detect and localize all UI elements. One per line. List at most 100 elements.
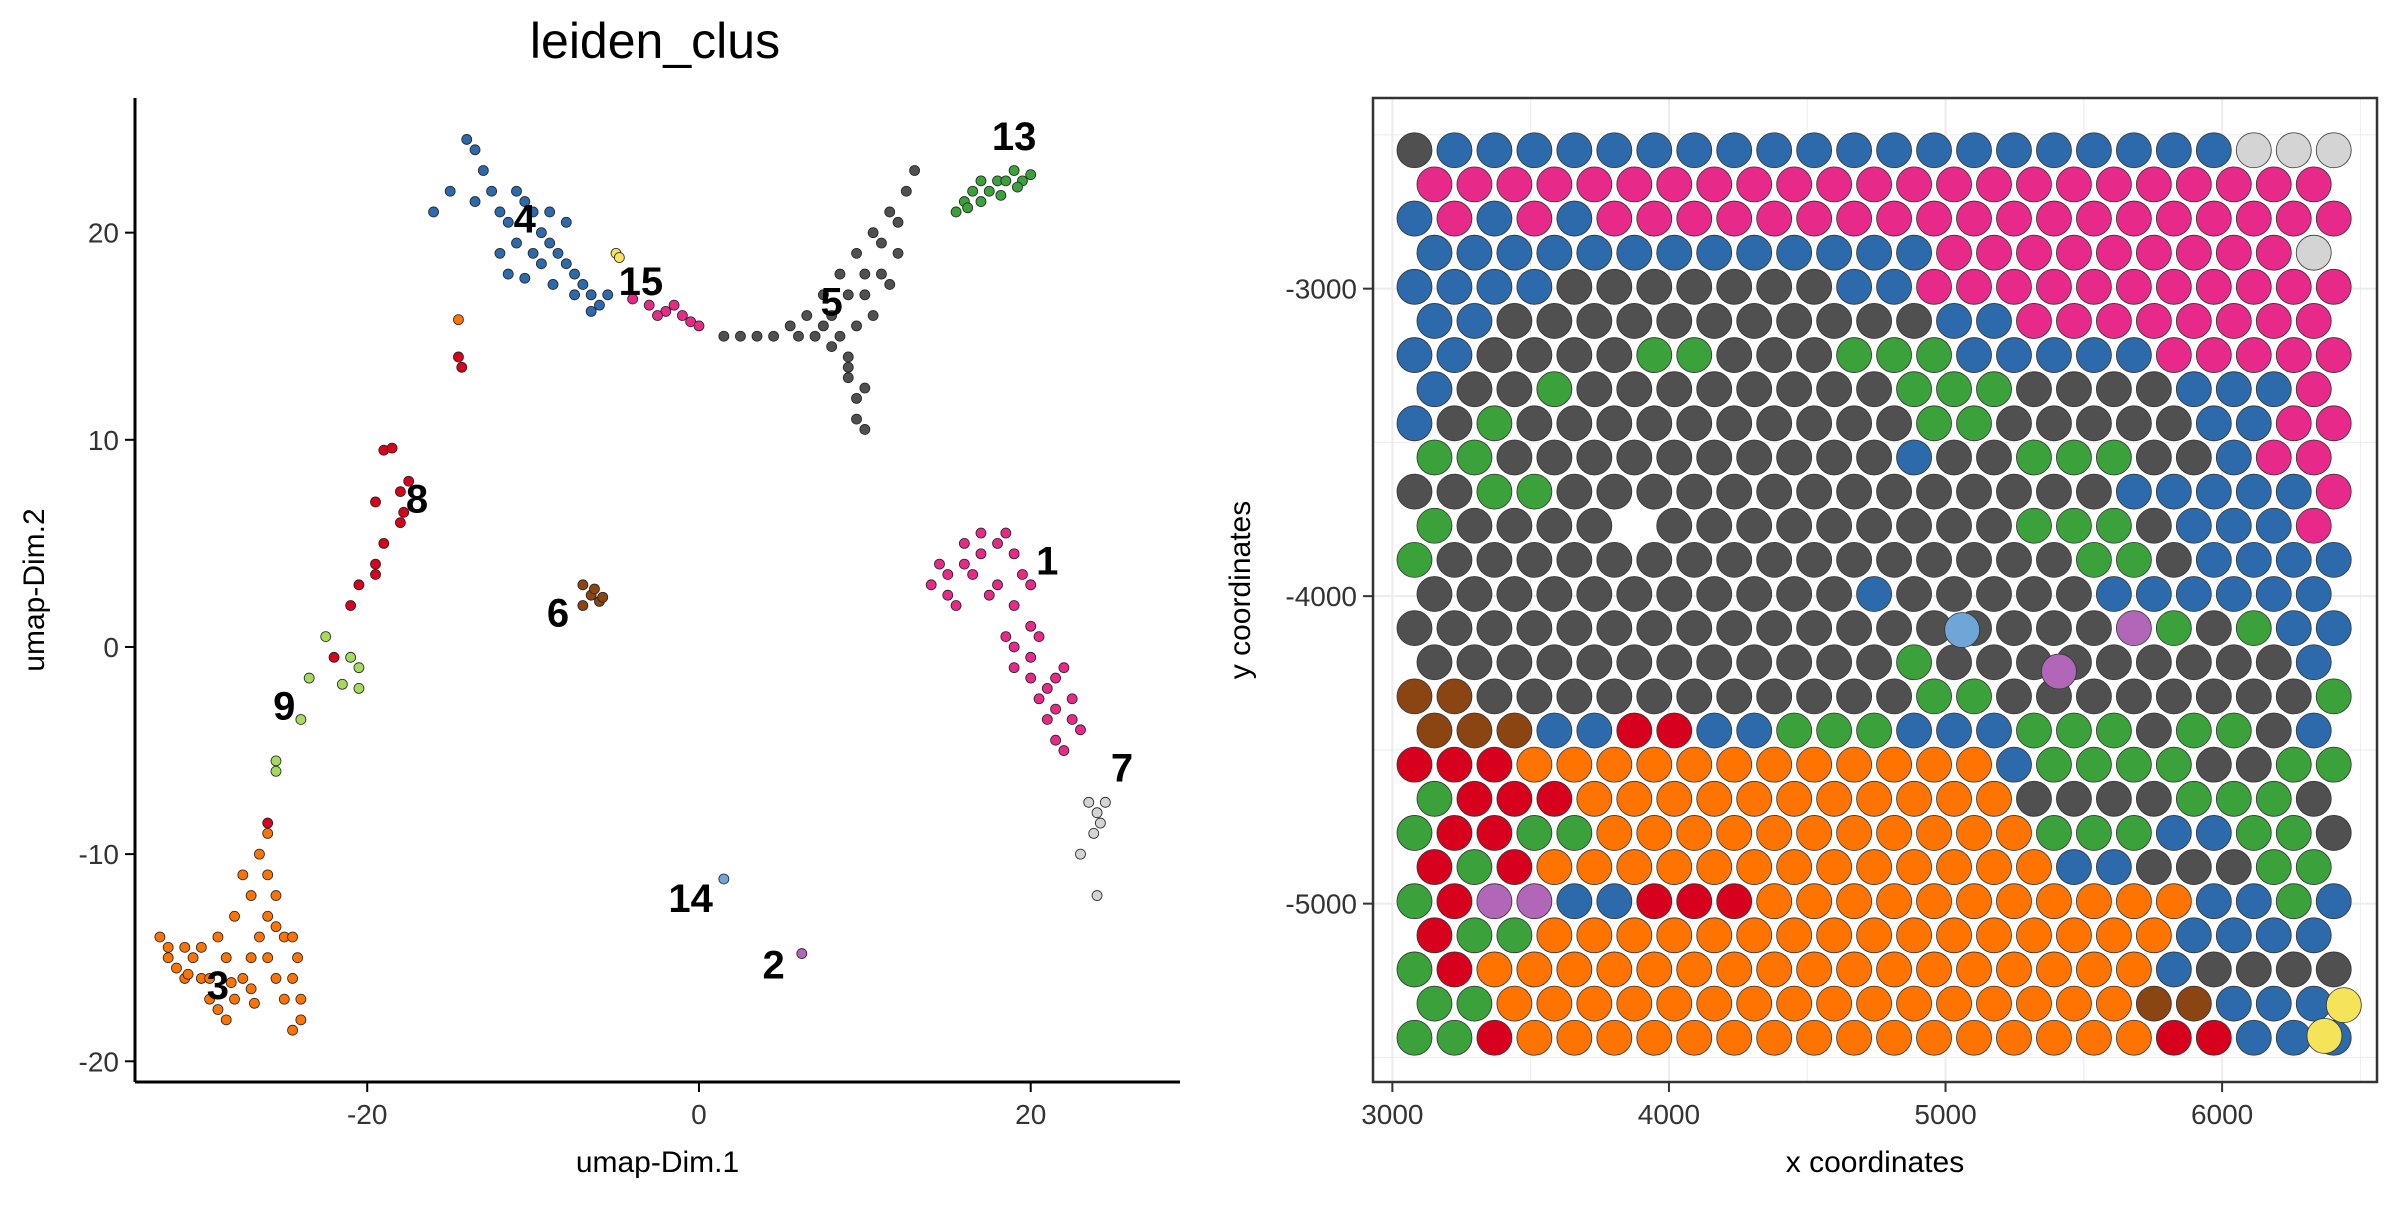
spatial-spot-cluster-7 — [2235, 132, 2272, 169]
spatial-spot-cluster-13 — [2095, 507, 2132, 544]
spatial-spot-cluster-3 — [1836, 1019, 1873, 1056]
spatial-spot-cluster-1 — [1936, 166, 1972, 203]
spatial-spot-cluster-13 — [1876, 337, 1912, 373]
spatial-spot-cluster-13 — [2255, 849, 2292, 885]
umap-point-cluster-5 — [834, 330, 846, 342]
spatial-spot-cluster-5 — [1656, 439, 1693, 476]
umap-point-cluster-5 — [826, 341, 838, 352]
spatial-spot-cluster-6 — [1416, 712, 1453, 749]
spatial-spot-cluster-3 — [1556, 1019, 1593, 1056]
spatial-spot-cluster-5 — [1936, 507, 1972, 544]
spatial-spot-cluster-5 — [1616, 303, 1653, 339]
umap-point-cluster-8 — [370, 558, 381, 570]
spatial-spot-cluster-3 — [1976, 780, 2012, 817]
spatial-spot-cluster-4 — [1516, 268, 1553, 305]
spatial-spot-cluster-5 — [1816, 576, 1853, 612]
spatial-spot-cluster-1 — [1976, 234, 2012, 271]
umap-point-cluster-13 — [950, 206, 962, 218]
spatial-spot-cluster-7 — [2315, 132, 2352, 169]
spatial-spot-cluster-6 — [1396, 678, 1433, 715]
spatial-spot-cluster-1 — [1936, 234, 1972, 271]
spatial-spot-cluster-4 — [1996, 337, 2032, 373]
spatial-spot-cluster-13 — [1456, 917, 1493, 954]
spatial-spot-cluster-4 — [1636, 132, 1673, 169]
spatial-spot-cluster-13 — [2275, 746, 2312, 783]
spatial-spot-cluster-5 — [2076, 473, 2112, 510]
umap-point-cluster-3 — [453, 314, 464, 326]
spatial-spot-cluster-8 — [1476, 746, 1513, 783]
spatial-spot-cluster-5 — [1756, 268, 1793, 305]
spatial-spot-cluster-3 — [2036, 1019, 2072, 1056]
spatial-spot-cluster-5 — [1676, 678, 1713, 715]
umap-point-cluster-5 — [851, 392, 862, 404]
spatial-spot-cluster-8 — [1476, 1019, 1513, 1056]
spatial-spot-cluster-5 — [1796, 405, 1833, 442]
spatial-spot-cluster-4 — [2056, 849, 2092, 885]
umap-point-cluster-5 — [851, 413, 862, 425]
spatial-spot-cluster-1 — [2235, 268, 2272, 305]
spatial-spot-cluster-1 — [2295, 507, 2332, 544]
spatial-y-axis-label: y coordinates — [1224, 501, 1257, 679]
spatial-spot-cluster-4 — [1836, 268, 1873, 305]
spatial-spot-cluster-3 — [1756, 951, 1793, 988]
umap-cluster-label-9: 9 — [273, 684, 295, 728]
spatial-spot-cluster-1 — [2135, 234, 2172, 271]
spatial-spot-cluster-5 — [2315, 815, 2352, 851]
umap-point-cluster-9 — [336, 678, 348, 690]
spatial-spot-cluster-3 — [1856, 849, 1893, 885]
spatial-spot-cluster-3 — [1896, 849, 1932, 885]
umap-point-cluster-3 — [212, 1004, 224, 1015]
spatial-spot-cluster-4 — [1436, 268, 1473, 305]
spatial-spot-cluster-15 — [2325, 987, 2362, 1024]
spatial-spot-cluster-5 — [1396, 610, 1433, 647]
spatial-spot-cluster-5 — [1856, 507, 1893, 544]
spatial-spot-cluster-4 — [1476, 132, 1513, 169]
spatial-spot-cluster-5 — [2215, 644, 2252, 681]
spatial-y-tick-label: -3000 — [1285, 274, 1357, 305]
spatial-spot-cluster-13 — [2076, 746, 2112, 783]
spatial-spot-cluster-13 — [1476, 405, 1513, 442]
spatial-spot-cluster-4 — [2255, 371, 2292, 408]
spatial-spot-cluster-5 — [2135, 780, 2172, 817]
spatial-spot-cluster-1 — [2195, 200, 2232, 237]
spatial-spot-cluster-5 — [2135, 849, 2172, 885]
umap-point-cluster-3 — [245, 952, 257, 964]
spatial-spot-cluster-13 — [2275, 815, 2312, 851]
spatial-spot-cluster-4 — [2215, 985, 2252, 1022]
umap-point-cluster-3 — [287, 931, 298, 943]
spatial-spot-cluster-5 — [1736, 576, 1773, 612]
spatial-spot-cluster-5 — [2095, 371, 2132, 408]
spatial-spot-cluster-1 — [2175, 234, 2212, 271]
spatial-spot-cluster-1 — [1496, 166, 1533, 203]
spatial-spot-cluster-5 — [1636, 541, 1673, 578]
spatial-spot-cluster-13 — [2115, 815, 2152, 851]
spatial-spot-cluster-4 — [2195, 405, 2232, 442]
spatial-spot-cluster-1 — [1956, 268, 1992, 305]
umap-point-cluster-4 — [560, 258, 572, 270]
spatial-spot-cluster-1 — [2076, 268, 2112, 305]
spatial-spot-cluster-3 — [2016, 849, 2052, 885]
spatial-spot-cluster-4 — [1616, 234, 1653, 271]
spatial-spot-cluster-13 — [1516, 473, 1553, 510]
spatial-spot-cluster-4 — [2295, 644, 2332, 681]
umap-point-cluster-7 — [1088, 828, 1100, 839]
spatial-spot-cluster-3 — [1656, 985, 1693, 1022]
umap-cluster-label-4: 4 — [514, 198, 537, 242]
spatial-spot-cluster-3 — [1556, 951, 1593, 988]
spatial-spot-cluster-4 — [2295, 917, 2332, 954]
umap-x-tick-label: 20 — [1015, 1099, 1046, 1130]
umap-point-cluster-1 — [934, 558, 945, 570]
spatial-spot-cluster-1 — [2016, 234, 2052, 271]
spatial-spot-cluster-5 — [2255, 712, 2292, 749]
spatial-spot-cluster-5 — [1836, 473, 1873, 510]
spatial-spot-cluster-4 — [2235, 405, 2272, 442]
umap-point-cluster-5 — [801, 310, 813, 321]
spatial-spot-cluster-13 — [1396, 815, 1433, 851]
spatial-spot-cluster-5 — [1716, 268, 1753, 305]
umap-point-cluster-3 — [295, 993, 307, 1005]
spatial-spot-cluster-4 — [2275, 1019, 2312, 1056]
spatial-spot-cluster-13 — [2215, 712, 2252, 749]
spatial-spot-cluster-1 — [2315, 337, 2352, 373]
spatial-spot-cluster-13 — [2235, 610, 2272, 647]
spatial-spot-cluster-5 — [1436, 405, 1473, 442]
